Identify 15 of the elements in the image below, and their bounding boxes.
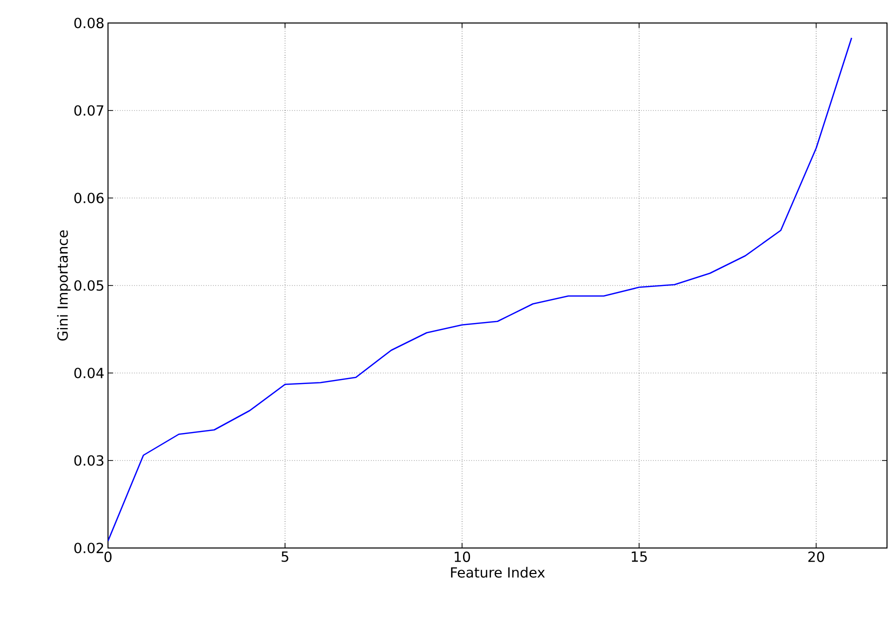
x-tick-label: 15 — [632, 552, 647, 562]
y-tick-label: 0.05 — [74, 280, 104, 291]
y-axis-title: Gini Importance — [57, 230, 71, 341]
y-tick-label: 0.06 — [74, 192, 104, 204]
line-series — [108, 37, 852, 542]
x-tick-label: 10 — [454, 552, 470, 562]
y-tick-label: 0.03 — [74, 455, 104, 466]
y-tick-label: 0.02 — [74, 542, 104, 554]
x-tick-label: 20 — [808, 552, 824, 562]
x-tick-label: 5 — [282, 552, 288, 562]
y-tick-label: 0.04 — [74, 368, 104, 378]
y-tick-label: 0.08 — [74, 18, 104, 28]
x-tick-label: 0 — [104, 552, 112, 562]
y-tick-label: 0.07 — [74, 105, 104, 116]
x-axis-title: Feature Index — [451, 566, 545, 578]
